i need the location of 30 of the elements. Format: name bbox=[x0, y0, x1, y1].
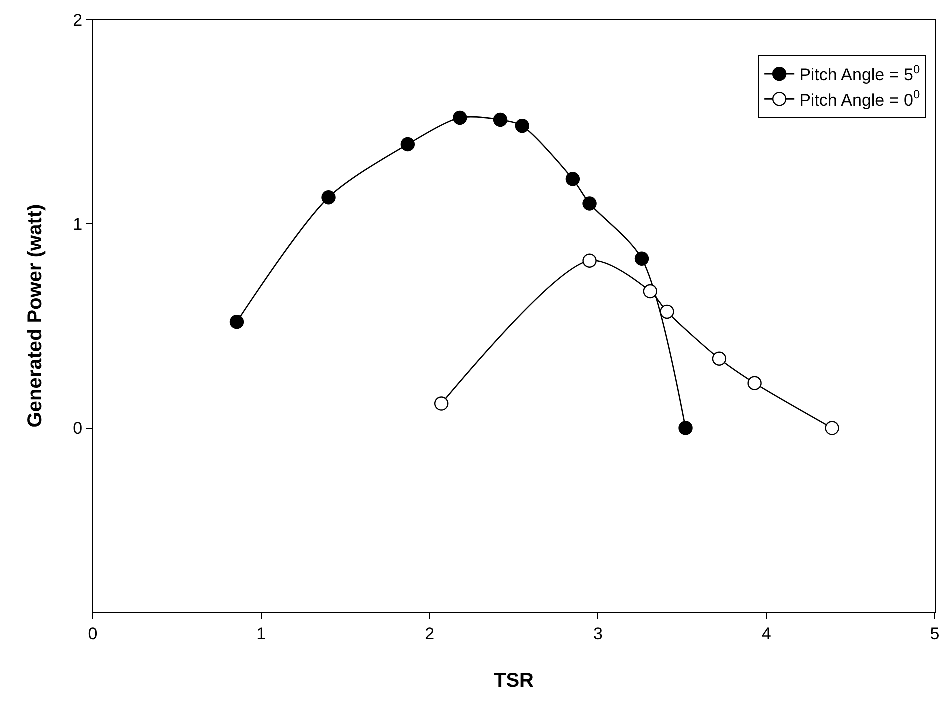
point bbox=[566, 172, 580, 186]
legend-label: Pitch Angle = 5$^{0}$ bbox=[800, 62, 920, 85]
point bbox=[678, 421, 693, 436]
point bbox=[748, 376, 762, 390]
point bbox=[515, 119, 530, 134]
y-axis-title: Generated Power (watt) bbox=[24, 204, 47, 428]
point bbox=[634, 252, 650, 266]
point bbox=[825, 421, 840, 436]
legend-label: Pitch Angle = 0$^{0}$ bbox=[800, 88, 920, 110]
y-tick-label: 1 bbox=[73, 215, 83, 234]
y-tick-label: 0 bbox=[73, 419, 83, 438]
x-tick-label: 4 bbox=[762, 624, 772, 644]
point bbox=[493, 112, 508, 128]
point bbox=[400, 137, 416, 152]
point bbox=[434, 396, 449, 411]
y-tick-label: 2 bbox=[73, 10, 83, 30]
point bbox=[322, 190, 336, 205]
point bbox=[230, 315, 244, 330]
x-tick-label: 1 bbox=[256, 624, 266, 644]
point bbox=[643, 284, 658, 299]
x-axis-title: TSR bbox=[494, 670, 535, 692]
point bbox=[712, 352, 727, 366]
point bbox=[582, 254, 597, 268]
point bbox=[582, 196, 597, 211]
x-tick-label: 2 bbox=[425, 624, 435, 644]
x-tick-label: 5 bbox=[930, 624, 940, 644]
x-tick-label: 0 bbox=[88, 624, 98, 644]
x-tick-label: 3 bbox=[593, 624, 603, 644]
point bbox=[453, 110, 468, 126]
point bbox=[660, 304, 674, 320]
